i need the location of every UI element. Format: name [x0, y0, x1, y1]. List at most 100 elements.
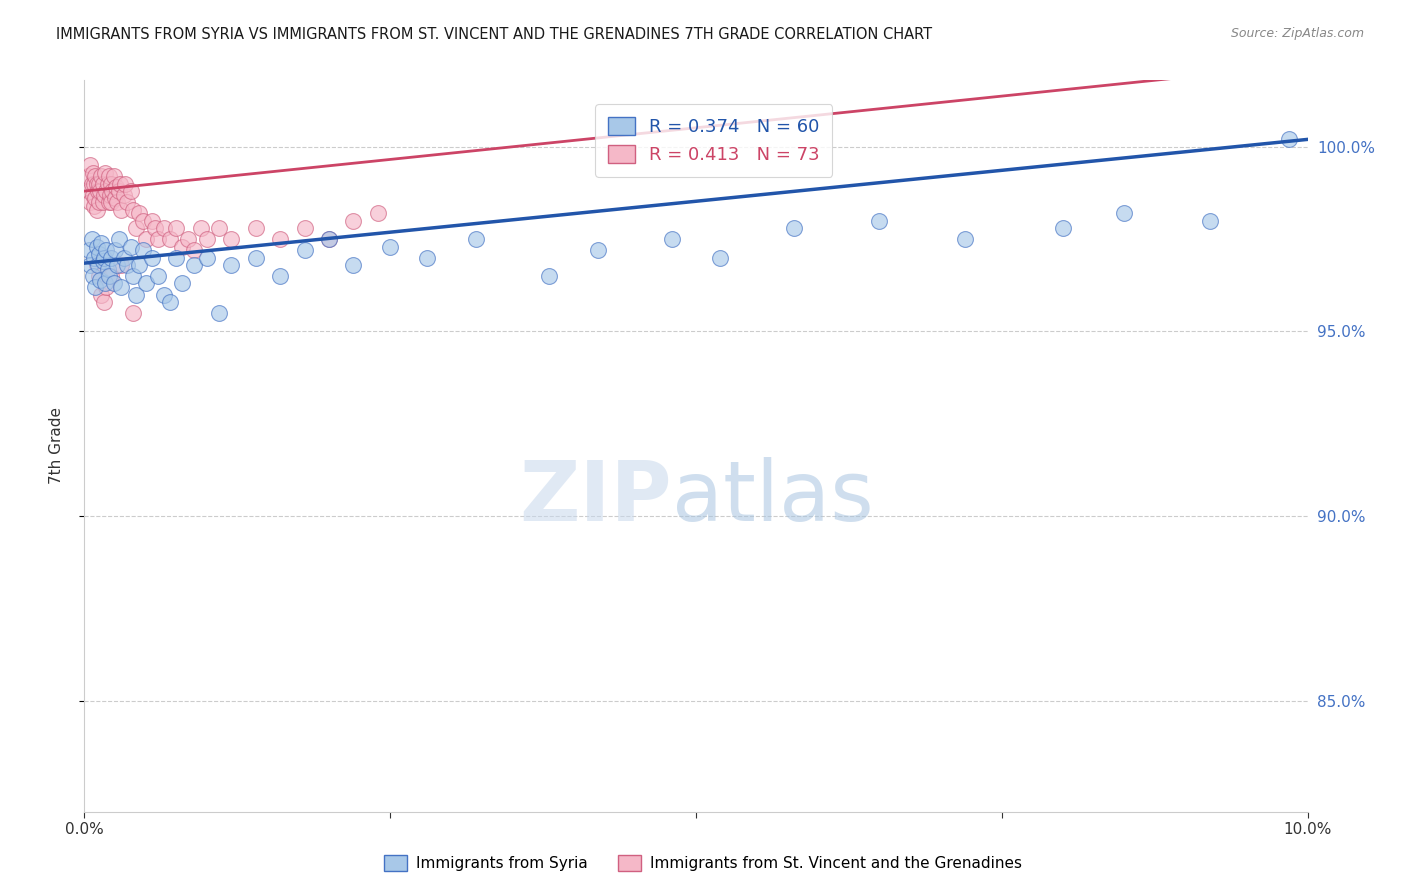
Point: [107, 232, 129, 246]
Point: [103, 277, 125, 291]
Point: [538, 268, 561, 283]
Point: [159, 294, 181, 309]
Point: [172, 277, 194, 291]
Legend: R = 0.374   N = 60, R = 0.413   N = 73: R = 0.374 N = 60, R = 0.413 N = 73: [595, 104, 832, 177]
Point: [416, 251, 439, 265]
Point: [208, 306, 231, 320]
Point: [115, 195, 138, 210]
Point: [294, 244, 316, 258]
Point: [87, 258, 110, 272]
Point: [97, 268, 120, 283]
Point: [135, 232, 157, 246]
Point: [342, 213, 364, 227]
Point: [89, 273, 111, 287]
Point: [953, 232, 976, 246]
Point: [112, 251, 135, 265]
Point: [91, 195, 114, 210]
Text: Source: ZipAtlas.com: Source: ZipAtlas.com: [1230, 27, 1364, 40]
Point: [105, 258, 128, 272]
Point: [120, 239, 142, 253]
Point: [86, 239, 108, 253]
Point: [94, 166, 117, 180]
Point: [165, 251, 187, 265]
Point: [110, 202, 132, 217]
Point: [84, 280, 107, 294]
Point: [122, 268, 145, 283]
Point: [84, 169, 107, 184]
Point: [146, 268, 169, 283]
Point: [93, 294, 115, 309]
Point: [84, 192, 107, 206]
Point: [77, 244, 100, 258]
Point: [93, 187, 115, 202]
Point: [90, 169, 112, 184]
Point: [100, 268, 122, 283]
Point: [101, 184, 124, 198]
Point: [77, 169, 100, 184]
Point: [586, 244, 609, 258]
Point: [141, 213, 163, 227]
Point: [86, 177, 108, 191]
Point: [190, 221, 212, 235]
Point: [100, 177, 122, 191]
Point: [195, 232, 218, 246]
Point: [1114, 206, 1136, 220]
Point: [87, 184, 110, 198]
Point: [367, 206, 389, 220]
Point: [219, 258, 242, 272]
Point: [105, 195, 128, 210]
Point: [83, 199, 105, 213]
Point: [869, 213, 891, 227]
Point: [83, 177, 105, 191]
Point: [294, 221, 316, 235]
Point: [96, 184, 118, 198]
Point: [100, 195, 122, 210]
Point: [100, 251, 122, 265]
Point: [77, 184, 100, 198]
Point: [86, 258, 108, 272]
Point: [183, 258, 205, 272]
Point: [115, 258, 138, 272]
Point: [165, 221, 187, 235]
Point: [120, 184, 142, 198]
Point: [97, 195, 120, 210]
Point: [79, 158, 101, 172]
Text: IMMIGRANTS FROM SYRIA VS IMMIGRANTS FROM ST. VINCENT AND THE GRENADINES 7TH GRAD: IMMIGRANTS FROM SYRIA VS IMMIGRANTS FROM…: [56, 27, 932, 42]
Point: [122, 202, 145, 217]
Text: ZIP: ZIP: [519, 457, 672, 538]
Point: [97, 169, 120, 184]
Point: [110, 258, 132, 272]
Point: [80, 232, 103, 246]
Point: [93, 251, 115, 265]
Point: [318, 232, 340, 246]
Point: [709, 251, 731, 265]
Point: [128, 206, 150, 220]
Point: [128, 258, 150, 272]
Point: [108, 177, 131, 191]
Point: [318, 232, 340, 246]
Point: [153, 221, 176, 235]
Point: [90, 235, 112, 250]
Point: [245, 251, 267, 265]
Text: atlas: atlas: [672, 457, 873, 538]
Point: [269, 232, 291, 246]
Point: [135, 277, 157, 291]
Point: [104, 244, 127, 258]
Y-axis label: 7th Grade: 7th Grade: [49, 408, 63, 484]
Point: [80, 177, 103, 191]
Point: [87, 268, 110, 283]
Point: [91, 177, 114, 191]
Point: [86, 202, 108, 217]
Point: [661, 232, 683, 246]
Point: [159, 232, 181, 246]
Point: [143, 221, 166, 235]
Point: [96, 280, 118, 294]
Point: [104, 192, 127, 206]
Point: [90, 287, 112, 301]
Point: [1278, 132, 1301, 146]
Point: [79, 258, 101, 272]
Point: [380, 239, 402, 253]
Point: [103, 169, 125, 184]
Point: [219, 232, 242, 246]
Point: [245, 221, 267, 235]
